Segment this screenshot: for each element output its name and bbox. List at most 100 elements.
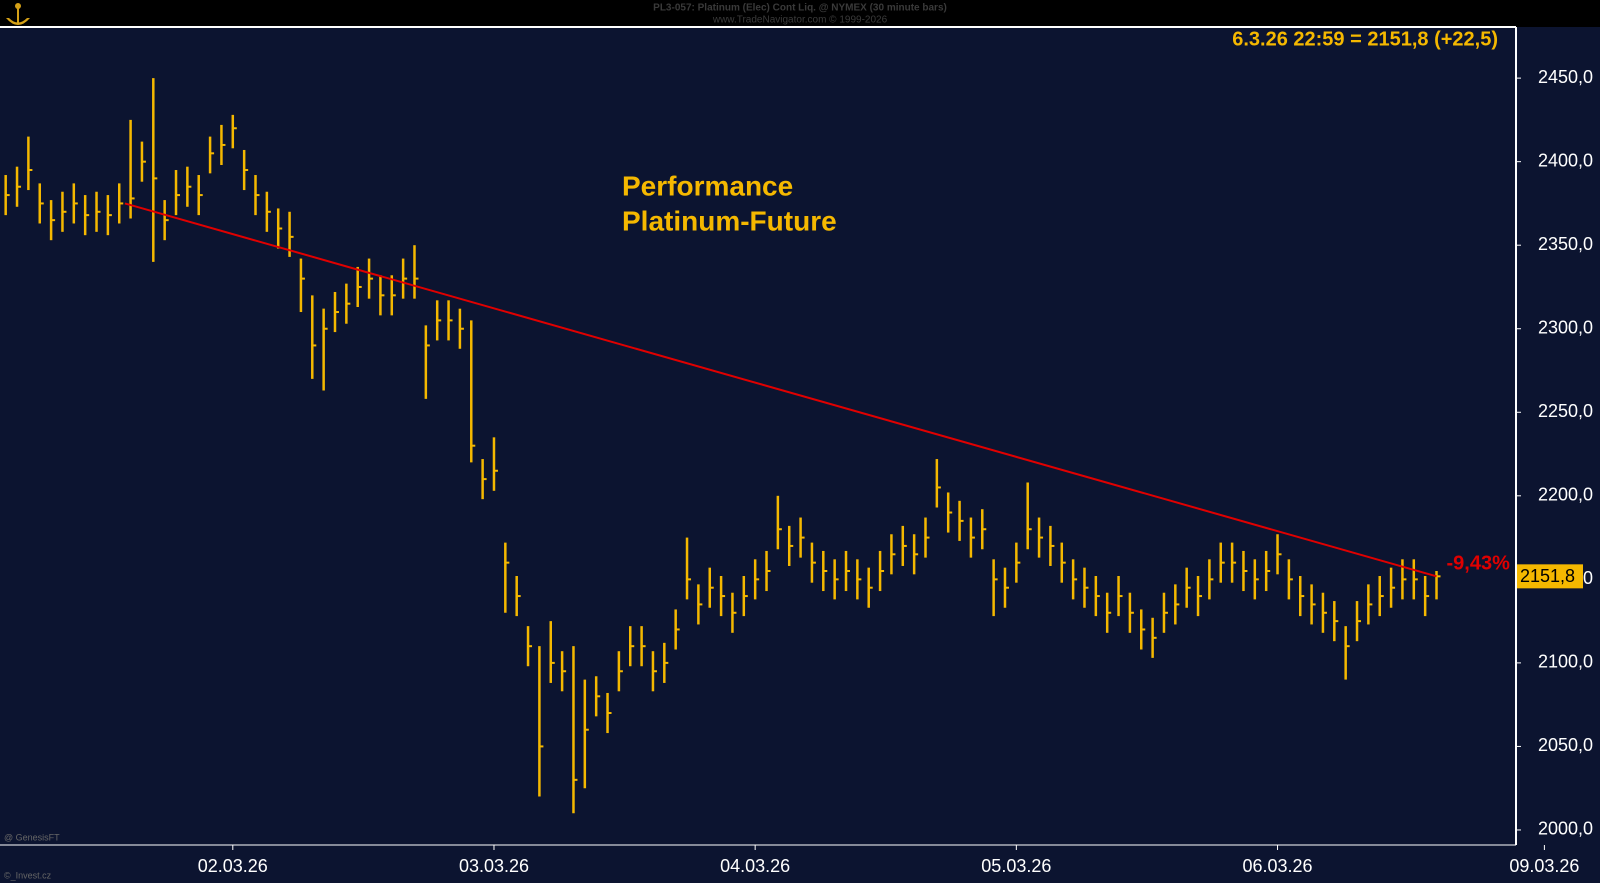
y-tick-label: 2450,0 [1538, 67, 1593, 87]
ohlc-bar [27, 136, 33, 191]
ohlc-bar [799, 517, 805, 558]
x-tick-label: 02.03.26 [198, 856, 268, 876]
ohlc-bar [935, 459, 941, 508]
ohlc-bar [765, 550, 771, 592]
chart-subtitle: www.TradeNavigator.com © 1999-2026 [712, 15, 888, 26]
annotation: Performance [622, 170, 793, 201]
quote: 6.3.26 22:59 = 2151,8 (+22,5) [1232, 28, 1498, 50]
ohlc-bar [1208, 559, 1214, 600]
ohlc-bar [606, 692, 612, 734]
ohlc-bar [833, 559, 839, 600]
ohlc-bar [594, 676, 601, 717]
y-tick-label: 2250,0 [1538, 401, 1593, 421]
ohlc-bar [435, 300, 442, 341]
ohlc-bar [1094, 576, 1100, 617]
ohlc-bar [981, 509, 987, 550]
ohlc-bar [526, 626, 533, 667]
ohlc-bar [969, 517, 975, 558]
y-tick-label: 2050,0 [1538, 735, 1593, 755]
ohlc-bar [367, 258, 374, 299]
ohlc-bar [1355, 601, 1362, 642]
header-band [0, 0, 1600, 27]
ohlc-bar [560, 651, 567, 692]
logo [6, 3, 30, 25]
ohlc-bar [379, 275, 385, 316]
ohlc-bar [470, 320, 476, 463]
ohlc-bar [674, 609, 680, 650]
ohlc-bar [458, 308, 464, 349]
ohlc-bar [1128, 592, 1134, 633]
ohlc-bar [912, 534, 919, 575]
ohlc-bar [1389, 567, 1396, 608]
ohlc-bar [1026, 482, 1032, 550]
ohlc-bar [1344, 626, 1350, 680]
ohlc-bar [1423, 576, 1430, 617]
ohlc-bar [719, 576, 726, 617]
ohlc-bar [447, 300, 453, 341]
ohlc-bar [901, 525, 907, 566]
y-tick-label: 2100,0 [1538, 652, 1593, 672]
ohlc-bar [95, 191, 101, 232]
ohlc-bar [878, 550, 885, 592]
ohlc-bar [1185, 567, 1191, 608]
ohlc-bar [208, 136, 215, 174]
ohlc-bar [1162, 592, 1168, 633]
ohlc-bar [4, 175, 10, 216]
ohlc-bar [152, 78, 158, 262]
ohlc-bar [515, 576, 521, 617]
ohlc-bar [685, 537, 692, 600]
ohlc-bar [1378, 576, 1384, 617]
ohlc-bar [492, 437, 498, 491]
chart-title: PL3-057: Platinum (Elec) Cont Liq. @ NYM… [653, 3, 947, 14]
ohlc-bar [1174, 584, 1180, 625]
annotation: Platinum-Future [622, 205, 837, 236]
ohlc-bar [663, 642, 669, 683]
x-tick-label: 04.03.26 [720, 856, 790, 876]
ohlc-bar [1037, 517, 1044, 558]
ohlc-bar [254, 175, 260, 216]
ohlc-bar [1060, 542, 1066, 583]
ohlc-bar [276, 208, 283, 249]
trendline [124, 202, 1437, 578]
y-tick-label: 2000,0 [1538, 819, 1593, 839]
ohlc-bar [651, 651, 657, 692]
ohlc-bar [15, 166, 22, 207]
ohlc-bar [992, 559, 998, 617]
ohlc-bar [742, 576, 748, 617]
watermark: ©_Invest.cz [4, 870, 52, 880]
ohlc-bar [311, 295, 317, 379]
x-tick-label: 09.03.26 [1509, 856, 1579, 876]
ohlc-bar [481, 459, 487, 500]
ohlc-bar [356, 266, 362, 308]
ohlc-bar [1015, 542, 1021, 583]
ohlc-bar [697, 584, 703, 625]
ohlc-bar [333, 291, 339, 333]
ohlc-bar [856, 559, 862, 600]
ohlc-bar [753, 559, 760, 600]
ohlc-bar [549, 621, 555, 683]
ohlc-bar [413, 245, 419, 299]
last-price-label: 2151,8 [1520, 566, 1575, 586]
y-tick-label: 2300,0 [1538, 317, 1593, 337]
ohlc-bar [322, 308, 328, 391]
ohlc-bar [1412, 559, 1418, 600]
ohlc-bar [844, 550, 851, 592]
ohlc-bar [776, 495, 782, 550]
ohlc-bar [345, 283, 351, 324]
last-price-box [1517, 564, 1583, 589]
ohlc-bar [186, 166, 192, 207]
ohlc-bar [197, 175, 203, 216]
ohlc-bar [265, 191, 271, 232]
ohlc-bar [38, 183, 44, 224]
y-tick-label: 2200,0 [1538, 485, 1593, 505]
ohlc-bar [946, 492, 953, 533]
ohlc-bar [1333, 601, 1339, 642]
ohlc-bar [1298, 576, 1305, 617]
ohlc-bar [49, 200, 56, 241]
ohlc-bar [1287, 559, 1293, 600]
y-tick-label: 2400,0 [1538, 150, 1593, 170]
ohlc-bar [129, 119, 135, 219]
ohlc-bar [1105, 592, 1112, 633]
ohlc-bar [163, 200, 169, 241]
